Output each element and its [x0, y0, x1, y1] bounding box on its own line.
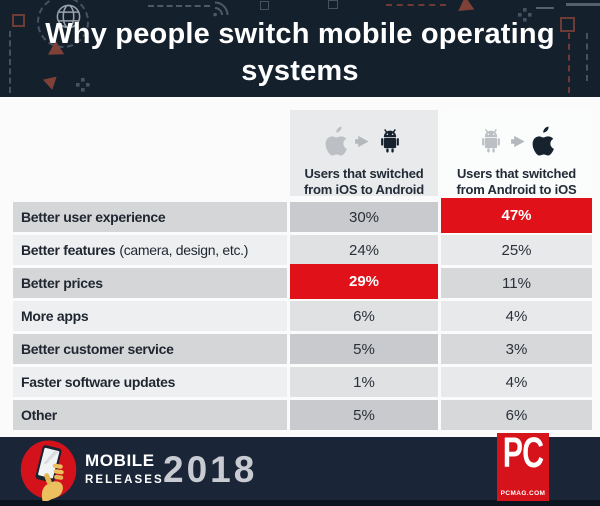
footer-bottom-strip — [0, 500, 600, 506]
triangle-decoration — [453, 0, 475, 18]
caption-line: Users that switched — [304, 166, 424, 181]
row-label-cell: Better customer service — [13, 334, 287, 364]
table-row: Better prices 29% 11% — [13, 264, 600, 299]
pcmag-url: PCMAG.COM — [500, 490, 546, 497]
table-row: Other 5% 6% — [13, 400, 600, 430]
line-decoration — [566, 3, 600, 6]
value-cell-ios-to-android: 29% — [290, 264, 438, 299]
pcmag-logo-text: PC — [502, 428, 544, 477]
arrow-right-icon — [354, 135, 369, 147]
plus-dots-decoration — [518, 8, 532, 22]
switch-direction-icons — [290, 110, 438, 163]
value-cell-ios-to-android: 5% — [290, 400, 438, 430]
series-title-line2: RELEASES — [85, 474, 164, 486]
table-row: Faster software updates 1% 4% — [13, 367, 600, 397]
row-label: Faster software updates — [21, 374, 176, 390]
caption-line: from iOS to Android — [304, 182, 424, 197]
header-banner: Why people switch mobile operating syste… — [0, 0, 600, 97]
square-decoration — [328, 0, 338, 9]
row-label: More apps — [21, 308, 89, 324]
dashed-circle-decoration — [37, 0, 89, 48]
column-caption: Users that switched from iOS to Android — [290, 166, 438, 198]
plus-dots-decoration — [76, 78, 90, 92]
row-label-cell: Faster software updates — [13, 367, 287, 397]
value-cell-android-to-ios: 4% — [441, 367, 592, 397]
square-decoration — [12, 14, 25, 27]
series-year: 2018 — [163, 449, 258, 490]
row-label-cell: Better features (camera, design, etc.) — [13, 235, 287, 265]
dashed-line-decoration — [9, 31, 11, 93]
phone-in-hand-icon — [20, 440, 77, 501]
apple-icon — [325, 126, 347, 156]
dashed-line-decoration — [386, 4, 446, 6]
table-row: Better customer service 5% 3% — [13, 334, 600, 364]
dashed-line-decoration — [586, 33, 588, 81]
row-label: Better prices — [21, 275, 103, 291]
pcmag-logo: PC PCMAG.COM — [497, 428, 549, 501]
row-label: Better user experience — [21, 209, 166, 225]
series-title-line1: MOBILE — [85, 451, 155, 470]
value-cell-ios-to-android: 30% — [290, 202, 438, 232]
caption-line: Users that switched — [456, 166, 576, 181]
apple-icon — [532, 126, 554, 156]
value-cell-android-to-ios: 6% — [441, 400, 592, 430]
signal-arc-icon — [213, 1, 229, 17]
switch-direction-icons — [441, 110, 592, 163]
table-row: More apps 6% 4% — [13, 301, 600, 331]
page-title: Why people switch mobile operating syste… — [45, 18, 555, 87]
dashed-line-decoration — [568, 33, 570, 93]
row-label: Better customer service — [21, 341, 174, 357]
table-row: Better features (camera, design, etc.) 24… — [13, 235, 600, 265]
column-header-ios-to-android: Users that switched from iOS to Android — [290, 110, 438, 198]
row-label-cell: Other — [13, 400, 287, 430]
row-label: Other — [21, 407, 57, 423]
row-label: Better features — [21, 242, 116, 258]
android-icon — [482, 129, 500, 153]
value-cell-ios-to-android: 1% — [290, 367, 438, 397]
value-cell-ios-to-android: 24% — [290, 235, 438, 265]
row-label-cell: Better user experience — [13, 202, 287, 232]
row-label-note: (camera, design, etc.) — [119, 242, 249, 258]
value-cell-ios-to-android: 6% — [290, 301, 438, 331]
caption-line: from Android to iOS — [456, 182, 577, 197]
series-title: MOBILE RELEASES — [85, 451, 164, 487]
comparison-table: Better user experience 30% 47% Better fe… — [0, 198, 600, 430]
dashed-line-decoration — [148, 5, 210, 7]
value-cell-android-to-ios: 25% — [441, 235, 592, 265]
globe-icon — [56, 4, 81, 29]
arrow-right-icon — [511, 135, 525, 147]
value-cell-android-to-ios: 3% — [441, 334, 592, 364]
square-decoration — [260, 1, 269, 10]
line-decoration — [536, 7, 554, 9]
column-caption: Users that switched from Android to iOS — [441, 166, 592, 198]
row-label-cell: More apps — [13, 301, 287, 331]
value-cell-android-to-ios: 47% — [441, 198, 592, 233]
square-decoration — [560, 17, 575, 32]
column-header-android-to-ios: Users that switched from Android to iOS — [441, 110, 592, 198]
android-icon — [380, 129, 399, 153]
value-cell-android-to-ios: 11% — [441, 268, 592, 298]
value-cell-android-to-ios: 4% — [441, 301, 592, 331]
value-cell-ios-to-android: 5% — [290, 334, 438, 364]
table-row: Better user experience 30% 47% — [13, 198, 600, 233]
row-label-cell: Better prices — [13, 268, 287, 298]
